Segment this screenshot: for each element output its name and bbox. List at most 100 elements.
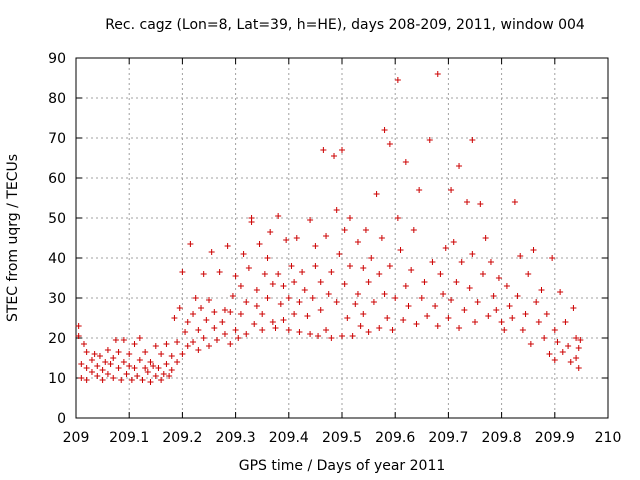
data-point (123, 371, 130, 377)
data-point (575, 345, 582, 351)
data-point (469, 251, 476, 257)
data-point (533, 299, 540, 305)
y-tick-labels: 0 10 20 30 40 50 60 70 80 90 (48, 51, 66, 427)
data-point (75, 333, 82, 339)
data-point (402, 283, 409, 289)
data-point (386, 141, 393, 147)
data-point (394, 77, 401, 83)
data-point (126, 351, 133, 357)
data-point (543, 311, 550, 317)
data-point (227, 309, 234, 315)
data-point (394, 215, 401, 221)
data-point (190, 311, 197, 317)
data-point (259, 311, 266, 317)
data-point (381, 291, 388, 297)
data-point (315, 333, 322, 339)
x-tick-label: 209.1 (109, 430, 149, 446)
data-point (400, 317, 407, 323)
data-point (416, 187, 423, 193)
data-point (158, 351, 165, 357)
data-point (198, 305, 205, 311)
data-point (253, 287, 260, 293)
data-point (248, 215, 255, 221)
data-point (128, 377, 135, 383)
data-point (232, 327, 239, 333)
data-point (275, 271, 282, 277)
data-point (179, 269, 186, 275)
data-point (264, 295, 271, 301)
data-point (360, 265, 367, 271)
data-point (440, 291, 447, 297)
data-point (245, 265, 252, 271)
data-point (80, 341, 87, 347)
data-point (120, 337, 127, 343)
y-tick-label: 40 (48, 251, 66, 267)
y-tick-label: 50 (48, 211, 66, 227)
data-point (208, 249, 215, 255)
x-tick-label: 210 (595, 430, 622, 446)
data-point (78, 375, 85, 381)
data-point (317, 307, 324, 313)
data-point (402, 159, 409, 165)
data-point (221, 331, 228, 337)
grid-lines (76, 58, 608, 418)
data-point (94, 363, 101, 369)
data-point (243, 299, 250, 305)
data-point (577, 337, 584, 343)
data-point (573, 355, 580, 361)
data-point (147, 379, 154, 385)
data-point (328, 335, 335, 341)
data-point (336, 251, 343, 257)
data-point (405, 303, 412, 309)
x-tick-label: 209.6 (375, 430, 415, 446)
data-point (288, 263, 295, 269)
data-point (206, 297, 212, 303)
data-point (291, 311, 298, 317)
data-point (283, 237, 290, 243)
data-point (485, 313, 492, 319)
data-point (136, 335, 143, 341)
data-point (253, 303, 260, 309)
data-point (317, 279, 324, 285)
data-point (376, 325, 383, 331)
chart-title: Rec. cagz (Lon=8, Lat=39, h=HE), days 20… (105, 17, 585, 33)
data-point (464, 199, 471, 205)
data-point (195, 327, 202, 333)
data-point (280, 317, 287, 323)
data-point (511, 199, 518, 205)
data-point (554, 339, 561, 345)
data-point (144, 369, 151, 375)
data-point (115, 365, 122, 371)
x-tick-labels: 209 209.1 209.2 209.3 209.4 209.5 209.6 209.7 20… (63, 430, 622, 446)
x-tick-label: 209.7 (428, 430, 468, 446)
data-point (458, 259, 465, 265)
data-point (269, 319, 276, 325)
data-point (525, 271, 532, 277)
data-point (370, 299, 377, 305)
data-point (83, 377, 90, 383)
data-point (142, 349, 149, 355)
data-point (155, 365, 162, 371)
data-point (285, 327, 292, 333)
data-point (261, 271, 268, 277)
data-point (487, 259, 494, 265)
data-point (376, 271, 383, 277)
data-point (91, 351, 98, 357)
data-point (426, 137, 433, 143)
x-tick-label: 209.2 (162, 430, 202, 446)
data-point (498, 319, 505, 325)
data-point (184, 343, 191, 349)
data-point (235, 335, 242, 341)
data-point (503, 283, 510, 289)
data-point (307, 217, 314, 223)
data-point (75, 323, 82, 329)
data-point (389, 327, 396, 333)
data-point (349, 333, 356, 339)
data-point (386, 263, 393, 269)
data-point (229, 293, 236, 299)
data-point (152, 343, 159, 349)
data-point (466, 285, 473, 291)
data-point (182, 329, 189, 335)
data-point (378, 235, 385, 241)
